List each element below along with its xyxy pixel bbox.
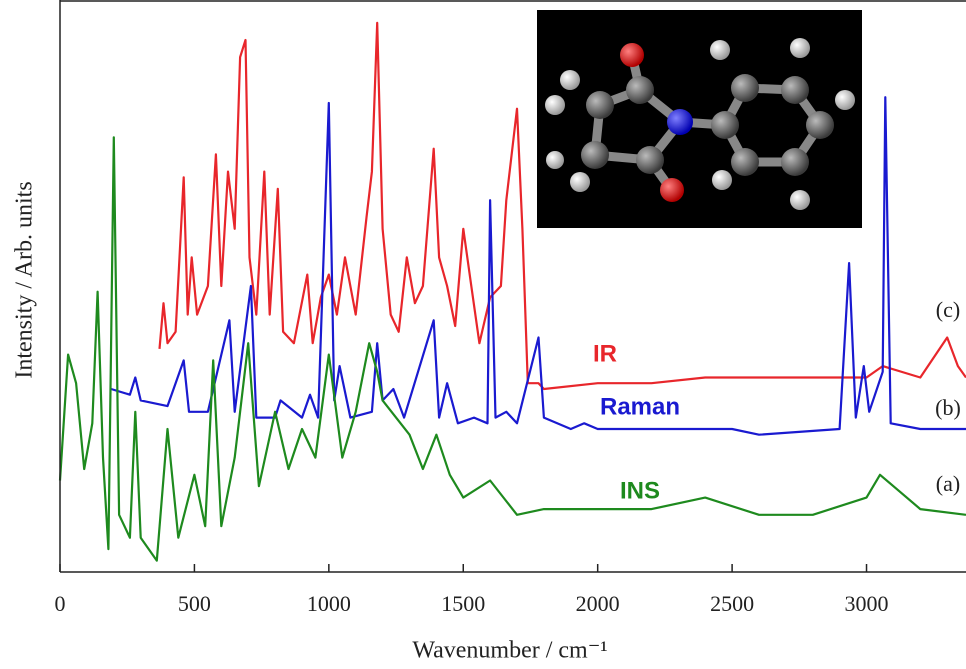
chart: Wavenumber / cm⁻¹ Intensity / Arb. units… xyxy=(0,0,966,669)
x-tick-label: 2000 xyxy=(576,591,620,616)
y-axis-label: Intensity / Arb. units xyxy=(12,181,38,378)
x-tick-label: 1000 xyxy=(307,591,351,616)
x-tick-label: 0 xyxy=(55,591,66,616)
series-label: IR xyxy=(593,340,617,367)
x-tick-label: 2500 xyxy=(710,591,754,616)
series-label: Raman xyxy=(600,393,680,420)
series-label: INS xyxy=(620,477,660,504)
x-axis-label: Wavenumber / cm⁻¹ xyxy=(412,638,607,664)
x-tick-label: 3000 xyxy=(845,591,889,616)
series-tag: (a) xyxy=(936,471,960,496)
series-tag: (c) xyxy=(936,297,960,322)
x-tick-label: 500 xyxy=(178,591,211,616)
series-tag: (b) xyxy=(935,395,961,420)
x-tick-label: 1500 xyxy=(441,591,485,616)
molecule-inset xyxy=(537,10,862,228)
